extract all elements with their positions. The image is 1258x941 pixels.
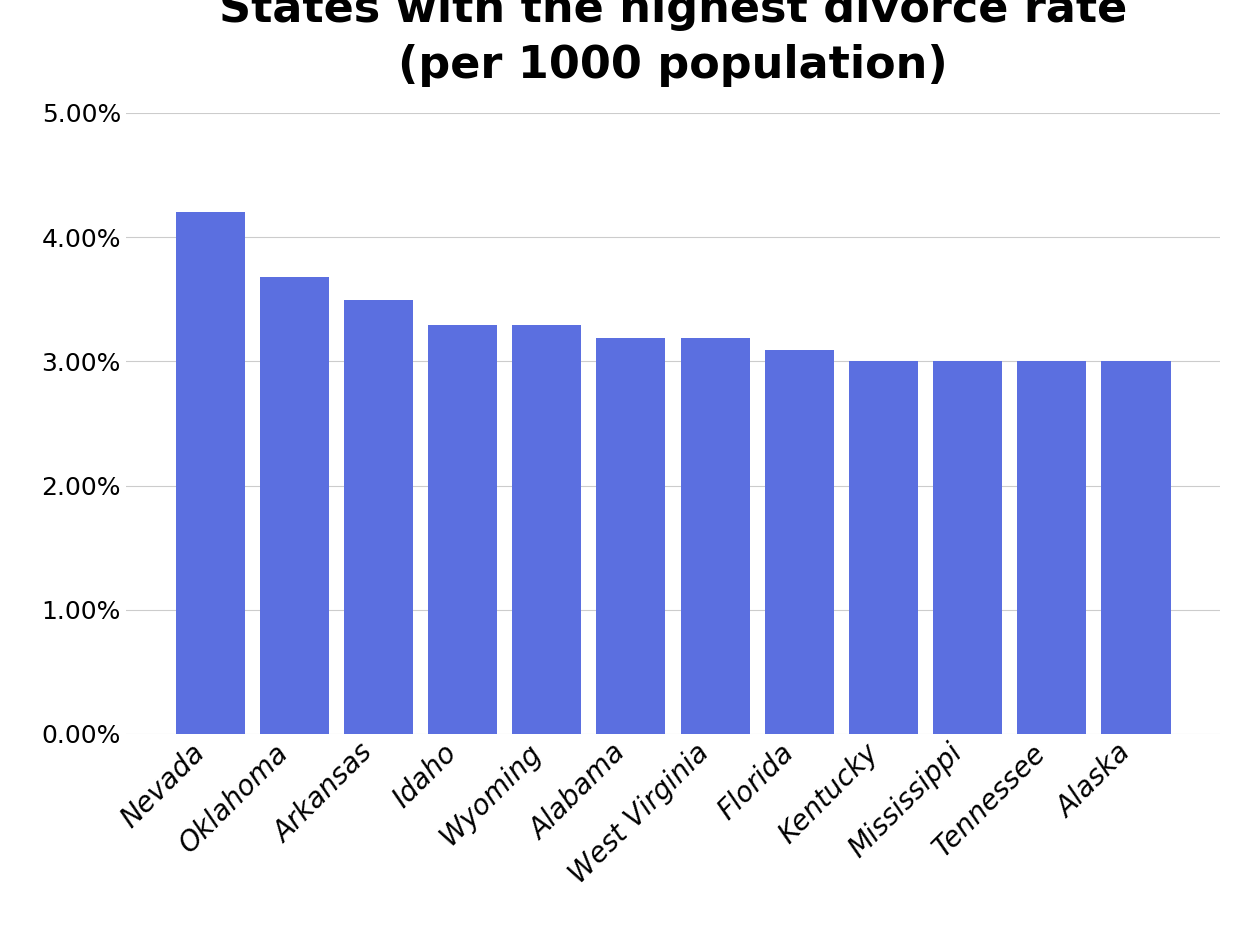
Title: States with the highest divorce rate
(per 1000 population): States with the highest divorce rate (pe… (219, 0, 1127, 88)
Bar (849, 361, 918, 734)
Bar (596, 338, 665, 734)
Bar (765, 350, 834, 734)
Bar (512, 326, 581, 734)
Bar (259, 277, 328, 734)
Bar (428, 326, 497, 734)
Bar (343, 300, 413, 734)
Bar (933, 361, 1003, 734)
Bar (176, 213, 244, 734)
Bar (681, 338, 750, 734)
Bar (1102, 361, 1170, 734)
Bar (1018, 361, 1087, 734)
